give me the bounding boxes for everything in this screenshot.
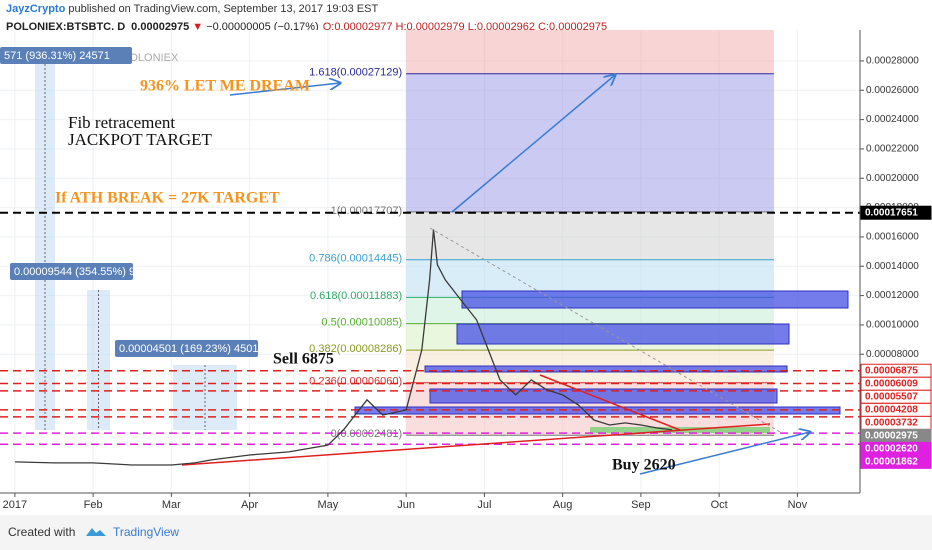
fib-band (406, 30, 774, 74)
arrow (229, 83, 340, 96)
fib-label: 0.5(0.00010085) (321, 317, 402, 329)
fib-label: 1.618(0.00027129) (309, 67, 402, 79)
y-tick-label: 0.00010000 (866, 320, 919, 331)
fib-label: 0.236(0.00006060) (309, 376, 402, 388)
ohlc: O:0.00002977 H:0.00002979 L:0.00002962 C… (323, 21, 607, 33)
y-tick-label: 0.00024000 (866, 114, 919, 125)
annotation: 936% LET ME DREAM (140, 78, 310, 95)
measure-label: 0.00009544 (354.55%) 9544 (14, 266, 153, 278)
fib-label: 1(0.00017707) (331, 205, 403, 217)
change: −0.00000005 (−0.17%) (206, 21, 319, 33)
symbol: POLONIEX:BTSBTC, D (6, 21, 125, 33)
last: 0.00002975 (131, 21, 189, 33)
fib-label: 0.382(0.00008286) (309, 343, 402, 355)
x-tick-label: Nov (788, 499, 808, 511)
footer-text: Created with (8, 525, 75, 539)
x-tick-label: Mar (162, 499, 181, 511)
footer-bg (0, 515, 932, 550)
trend-line (539, 374, 681, 431)
x-tick-label: Apr (241, 499, 258, 511)
published: published on TradingView.com, September … (65, 3, 378, 15)
price-line (14, 229, 673, 466)
fib-band (406, 211, 774, 260)
y-tick-label: 0.00026000 (866, 85, 919, 96)
price-tag-label: 0.00006875 (865, 365, 918, 376)
y-tick-label: 0.00016000 (866, 232, 919, 243)
x-tick-label: Oct (711, 499, 728, 511)
arrow (451, 75, 615, 213)
y-tick-label: 0.00022000 (866, 144, 919, 155)
x-tick-label: May (317, 499, 338, 511)
measure-label: 0.00004501 (169.23%) 4501 (119, 343, 258, 355)
measure-tag (10, 263, 133, 280)
zone (456, 323, 790, 345)
logo (86, 528, 106, 536)
arrow: ▼ (192, 21, 203, 33)
header-line: JayzCrypto published on TradingView.com,… (6, 3, 378, 15)
arrow (639, 432, 810, 475)
y-tick-label: 0.00014000 (866, 261, 919, 272)
fib-label: 0.786(0.00014445) (309, 253, 402, 265)
price-tag-label: 0.00002620 (865, 444, 918, 455)
zone (424, 365, 788, 373)
measure-tag (115, 340, 258, 357)
x-tick-label: 2017 (3, 499, 27, 511)
x-tick-label: Feb (84, 499, 103, 511)
measure-label: 571 (936.31%) 24571 (4, 50, 110, 62)
y-tick-label: 0.00020000 (866, 173, 919, 184)
price-tag-label: 0.00017651 (865, 207, 918, 218)
y-tick-label: 0.00028000 (866, 56, 919, 67)
fib-band (406, 73, 774, 212)
measure-tag (0, 47, 132, 64)
trend-line (181, 423, 771, 466)
x-tick-label: Jul (477, 499, 491, 511)
zone (429, 388, 778, 404)
fib-label: 0.618(0.00011883) (310, 290, 402, 302)
footer-brand[interactable]: TradingView (113, 525, 179, 539)
author[interactable]: JayzCrypto (6, 3, 66, 15)
price-tag-label: 0.00006009 (865, 378, 918, 389)
annotation: Buy 2620 (612, 457, 676, 474)
x-tick-label: Aug (553, 499, 573, 511)
price-tag-label: 0.00005507 (865, 391, 918, 402)
header-bg (0, 0, 932, 30)
y-tick-label: 0.00012000 (866, 290, 919, 301)
price-tag (860, 205, 932, 220)
symbol-line: POLONIEX:BTSBTC, D 0.00002975 ▼ −0.00000005… (6, 21, 607, 33)
price-tag-label: 0.00004208 (865, 405, 918, 416)
annotation: Fib retracement (68, 113, 175, 132)
x-tick-label: Sep (631, 499, 651, 511)
zone (461, 290, 849, 309)
annotation: JACKPOT TARGET (68, 130, 213, 149)
annotation: If ATH BREAK = 27K TARGET (55, 190, 280, 207)
price-tag-label: 0.00001862 (865, 457, 918, 468)
y-tick-label: 0.00008000 (866, 349, 919, 360)
x-tick-label: Jun (397, 499, 415, 511)
annotation: Sell 6875 (273, 351, 334, 368)
fib-label: 0(0.00002481) (331, 428, 403, 440)
price-tag-label: 0.00003732 (865, 418, 918, 429)
trend-line (429, 227, 781, 433)
price-tag (860, 454, 932, 469)
price-tag-label: 0.00002975 (865, 431, 918, 442)
